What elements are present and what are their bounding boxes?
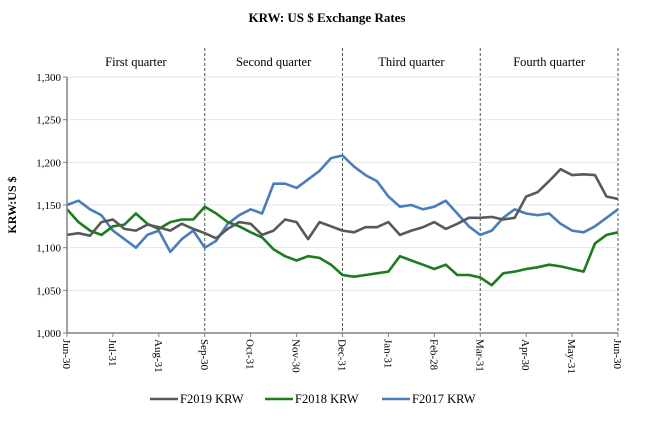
- quarter-label: Third quarter: [378, 55, 445, 69]
- y-tick-label: 1,200: [36, 157, 61, 169]
- chart-title: KRW: US $ Exchange Rates: [249, 10, 406, 25]
- y-tick-label: 1,250: [36, 115, 61, 127]
- legend-label: F2019 KRW: [180, 392, 244, 406]
- x-tick-label: Dec-31: [336, 339, 348, 371]
- legend: F2019 KRW F2018 KRW F2017 KRW: [150, 392, 476, 406]
- x-tick-label: Jun-30: [60, 339, 72, 369]
- x-tick-label: Jun-30: [611, 339, 623, 369]
- x-tick-label: Mar-31: [473, 339, 485, 372]
- x-tick-label: Jan-31: [381, 339, 393, 368]
- series-line-f2019-krw: [66, 167, 619, 241]
- y-tick-label: 1,050: [36, 285, 61, 297]
- quarter-label: First quarter: [105, 55, 167, 69]
- y-tick-labels: 1,000 1,050 1,100 1,150 1,200 1,250 1,300: [36, 72, 61, 340]
- series-line-f2018-krw: [66, 205, 619, 287]
- series-lines: [66, 154, 619, 287]
- y-tick-label: 1,150: [36, 200, 61, 212]
- series-line-f2017-krw: [66, 154, 619, 254]
- y-tick-label: 1,100: [36, 243, 61, 255]
- x-tick-label: Jul-31: [106, 339, 118, 367]
- x-tick-label: Nov-30: [290, 339, 302, 373]
- quarter-dividers: First quarter Second quarter Third quarter…: [105, 48, 619, 333]
- y-axis-label: KRW:US $: [5, 176, 19, 233]
- x-tick-label: Sep-30: [198, 339, 210, 371]
- axes: [63, 76, 619, 337]
- legend-label: F2018 KRW: [295, 392, 359, 406]
- legend-label: F2017 KRW: [412, 392, 476, 406]
- x-tick-label: Oct-31: [244, 339, 256, 370]
- x-tick-label: May-31: [565, 339, 577, 374]
- y-tick-label: 1,300: [36, 72, 61, 84]
- quarter-label: Fourth quarter: [513, 55, 586, 69]
- x-tick-label: Feb-28: [427, 339, 439, 371]
- x-tick-label: Aug-31: [152, 339, 164, 373]
- quarter-label: Second quarter: [236, 55, 312, 69]
- x-tick-labels: Jun-30 Jul-31 Aug-31 Sep-30 Oct-31 Nov-30 Dec-…: [60, 339, 623, 374]
- x-tick-label: Apr-30: [519, 339, 531, 371]
- y-tick-label: 1,000: [36, 328, 61, 340]
